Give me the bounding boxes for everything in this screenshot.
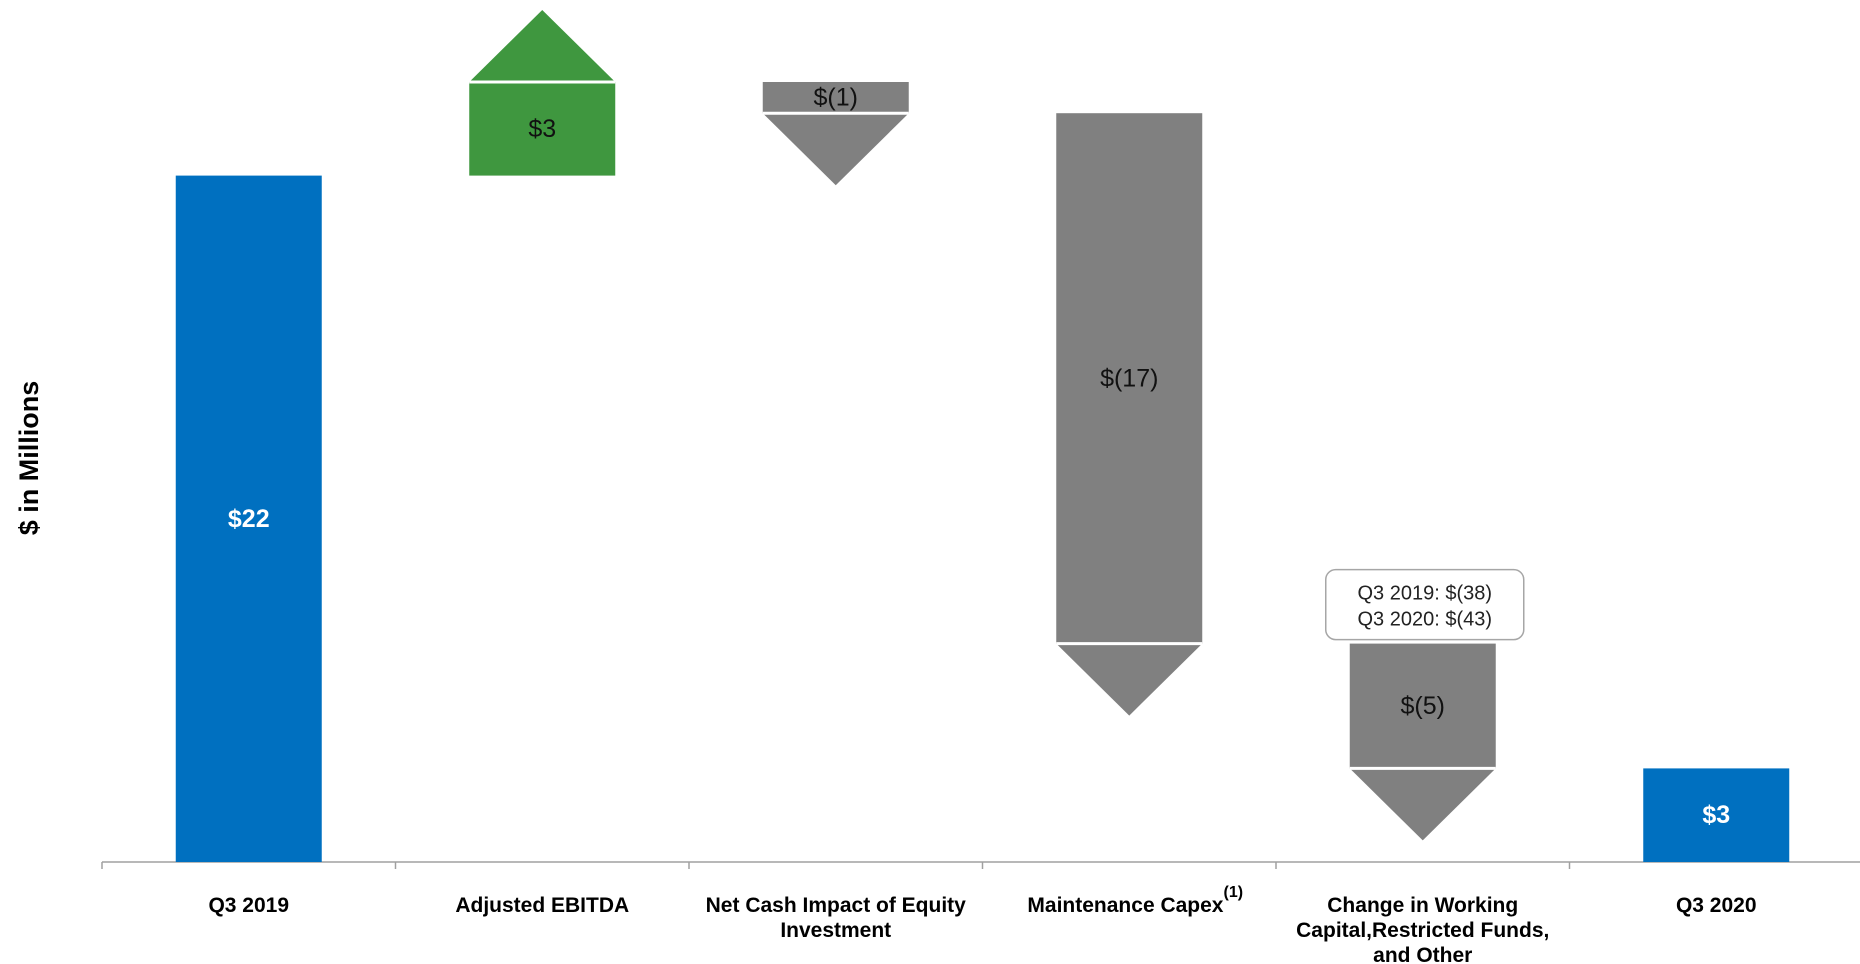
bar-increase	[469, 82, 616, 176]
decrease-arrow	[762, 113, 909, 186]
category-label: and Other	[1373, 944, 1472, 964]
category-label: Change in Working	[1327, 894, 1518, 917]
footnote-marker: (1)	[1224, 884, 1244, 901]
increase-arrow	[469, 10, 616, 82]
bar-decrease	[1056, 113, 1203, 644]
decrease-arrow	[1056, 643, 1203, 716]
data-label: $(1)	[814, 84, 858, 112]
category-label: Adjusted EBITDA	[455, 894, 629, 917]
bars: $22 $3 $(1) $(17) $(5) Q3 2019: $(38) Q3 2020:…	[175, 10, 1790, 863]
callout-box	[1325, 568, 1525, 641]
data-label: $(5)	[1401, 692, 1445, 720]
data-label: $3	[1702, 801, 1730, 829]
bar-total	[175, 175, 322, 863]
data-label: $3	[528, 115, 556, 143]
category-label: Capital,Restricted Funds,	[1296, 919, 1549, 942]
decrease-arrow	[1349, 768, 1496, 841]
callout-text: Q3 2019: $(38)	[1357, 583, 1492, 605]
x-axis	[101, 861, 1860, 869]
callout-text: Q3 2020: $(43)	[1357, 609, 1492, 631]
category-label: Investment	[780, 919, 891, 942]
bar-decrease	[1349, 643, 1496, 769]
y-axis-label: $ in Millions	[14, 381, 44, 536]
bar-decrease	[762, 82, 909, 114]
category-label: Net Cash Impact of Equity	[706, 894, 967, 917]
data-label: $(17)	[1100, 364, 1158, 392]
category-label: Q3 2020	[1676, 894, 1757, 917]
category-labels: Q3 2019 Adjusted EBITDA Net Cash Impact of…	[208, 884, 1756, 964]
category-label: Q3 2019	[208, 894, 289, 917]
category-label: Maintenance Capex(1)	[1027, 884, 1243, 917]
data-label: $22	[228, 505, 270, 533]
bar-total	[1643, 768, 1790, 862]
